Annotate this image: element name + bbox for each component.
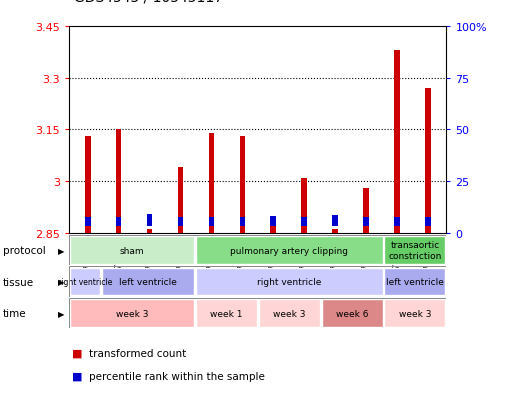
Bar bbox=[209, 218, 214, 226]
Text: transaortic
constriction: transaortic constriction bbox=[388, 241, 442, 260]
Text: tissue: tissue bbox=[3, 277, 34, 287]
Text: right ventricle: right ventricle bbox=[58, 278, 112, 286]
Bar bbox=[196, 299, 257, 327]
Bar bbox=[116, 130, 122, 233]
Text: week 1: week 1 bbox=[210, 309, 243, 318]
Bar bbox=[177, 168, 183, 233]
Bar bbox=[240, 218, 245, 226]
Bar bbox=[394, 218, 400, 226]
Bar bbox=[85, 137, 91, 233]
Bar bbox=[196, 237, 383, 264]
Bar bbox=[270, 217, 276, 226]
Bar bbox=[425, 218, 430, 226]
Text: week 6: week 6 bbox=[336, 309, 368, 318]
Bar bbox=[240, 137, 245, 233]
Text: ■: ■ bbox=[72, 348, 82, 358]
Bar bbox=[102, 268, 194, 296]
Text: protocol: protocol bbox=[3, 245, 45, 256]
Bar bbox=[70, 237, 194, 264]
Bar bbox=[209, 133, 214, 233]
Text: sham: sham bbox=[120, 246, 145, 255]
Bar bbox=[394, 51, 400, 233]
Bar bbox=[85, 218, 91, 226]
Bar bbox=[384, 299, 445, 327]
Bar bbox=[147, 214, 152, 226]
Bar bbox=[332, 230, 338, 233]
Text: time: time bbox=[3, 308, 26, 318]
Text: ▶: ▶ bbox=[57, 278, 64, 286]
Text: left ventricle: left ventricle bbox=[386, 278, 444, 286]
Text: left ventricle: left ventricle bbox=[119, 278, 177, 286]
Text: week 3: week 3 bbox=[399, 309, 431, 318]
Text: pulmonary artery clipping: pulmonary artery clipping bbox=[230, 246, 348, 255]
Bar bbox=[196, 268, 383, 296]
Text: week 3: week 3 bbox=[116, 309, 148, 318]
Bar bbox=[301, 178, 307, 233]
Text: ▶: ▶ bbox=[57, 246, 64, 255]
Bar bbox=[116, 218, 122, 226]
Text: transformed count: transformed count bbox=[89, 348, 186, 358]
Text: right ventricle: right ventricle bbox=[257, 278, 321, 286]
Bar bbox=[322, 299, 383, 327]
Bar bbox=[301, 218, 307, 226]
Bar bbox=[363, 189, 369, 233]
Bar bbox=[270, 226, 276, 233]
Bar bbox=[70, 268, 100, 296]
Bar bbox=[384, 268, 445, 296]
Text: percentile rank within the sample: percentile rank within the sample bbox=[89, 371, 265, 381]
Bar bbox=[70, 299, 194, 327]
Bar bbox=[147, 230, 152, 233]
Bar bbox=[363, 218, 369, 226]
Bar bbox=[332, 216, 338, 226]
Bar bbox=[259, 299, 320, 327]
Bar bbox=[425, 89, 430, 233]
Text: week 3: week 3 bbox=[273, 309, 305, 318]
Text: ■: ■ bbox=[72, 371, 82, 381]
Text: ▶: ▶ bbox=[57, 309, 64, 318]
Bar bbox=[177, 218, 183, 226]
Bar bbox=[384, 237, 445, 264]
Text: GDS4545 / 10545117: GDS4545 / 10545117 bbox=[74, 0, 223, 4]
